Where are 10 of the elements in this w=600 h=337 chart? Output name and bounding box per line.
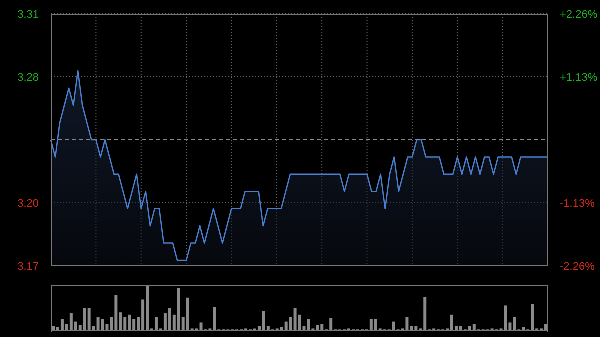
y-tick-label: 3.28: [18, 72, 39, 84]
bar: [200, 322, 203, 331]
y2-tick-label: -2.26%: [560, 261, 596, 273]
y-tick-label: 3.31: [18, 9, 39, 21]
y-tick-label: 3.17: [18, 261, 39, 273]
y2-tick-label: +2.26%: [560, 9, 598, 21]
bar: [101, 320, 104, 331]
y2-tick-label: +1.13%: [560, 72, 598, 84]
y-tick-label: 3.20: [18, 198, 39, 210]
y2-tick-label: -1.13%: [560, 198, 596, 210]
